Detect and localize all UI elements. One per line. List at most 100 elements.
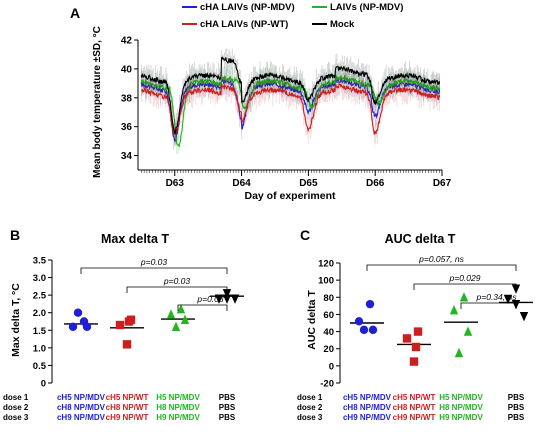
data-point xyxy=(449,304,459,315)
x-tick-label: D66 xyxy=(366,178,385,189)
y-tick-label: 120 xyxy=(318,259,334,270)
x-tick-label: D67 xyxy=(433,178,452,189)
legend-label: Mock xyxy=(330,19,355,30)
panel-a-letter: A xyxy=(70,5,80,21)
panel-a-series xyxy=(140,47,441,155)
data-point xyxy=(368,325,378,335)
dose-row-entry: cH9 NP/MDV xyxy=(343,413,392,422)
y-tick-label: 3.5 xyxy=(33,256,47,267)
panel-c-y-axis-label: AUC delta T xyxy=(306,290,318,350)
panel-c-title: AUC delta T xyxy=(385,232,456,246)
y-tick-label: 0 xyxy=(41,379,46,390)
data-point xyxy=(222,289,232,299)
dose-row-label: dose 3 xyxy=(297,413,323,422)
series-line-green xyxy=(140,73,441,148)
y-tick-label: 1.5 xyxy=(33,326,47,337)
panel-a-axes: 34 36 38 40 42 D63 D64 D65 D66 D67 xyxy=(121,36,452,190)
y-tick-label: 2.0 xyxy=(33,308,46,319)
significance-bracket xyxy=(80,267,228,274)
data-point xyxy=(115,320,125,330)
data-point xyxy=(354,317,364,326)
data-point xyxy=(411,342,421,352)
data-point xyxy=(171,321,181,331)
y-tick-label: 34 xyxy=(121,151,133,162)
data-point xyxy=(459,292,469,302)
dose-row-entry: cH5 NP/MDV xyxy=(57,393,106,402)
dose-row-label: dose 1 xyxy=(297,393,323,402)
y-tick-label: 40 xyxy=(323,327,334,338)
panel-c-letter: C xyxy=(300,227,310,243)
legend-label: LAIVs (NP-MDV) xyxy=(330,2,403,13)
y-tick-label: 36 xyxy=(121,122,133,133)
dose-row-entry: cH5 NP/WT xyxy=(106,393,149,402)
data-point xyxy=(409,357,419,366)
dose-row-entry: cH8 NP/MDV xyxy=(343,403,392,412)
y-tick-label: 40 xyxy=(121,64,133,75)
data-point xyxy=(214,294,224,304)
dose-row-entry: PBS xyxy=(508,413,525,422)
dose-row-entry: PBS xyxy=(219,393,236,402)
y-tick-label: 42 xyxy=(121,36,133,47)
significance-label: p=0.029 xyxy=(449,273,481,283)
dose-row-entry: cH5 NP/MDV xyxy=(343,393,392,402)
dose-row-entry: H5 NP/MDV xyxy=(156,393,200,402)
significance-label: p=0.34, ns xyxy=(476,292,518,302)
data-point xyxy=(73,308,83,317)
dose-row-entry: cH9 NP/WT xyxy=(393,413,436,422)
data-point xyxy=(365,299,375,309)
dose-row-entry: H5 NP/MDV xyxy=(439,393,483,402)
dose-row-entry: H9 NP/MDV xyxy=(156,413,200,422)
significance-bracket xyxy=(177,304,228,311)
y-tick-label: 20 xyxy=(323,344,334,355)
x-tick-label: D64 xyxy=(232,178,251,189)
series-line-black xyxy=(140,56,441,135)
dose-row-entry: cH9 NP/MDV xyxy=(57,413,106,422)
dose-row-entry: PBS xyxy=(508,393,525,402)
y-tick-label: -20 xyxy=(320,379,334,390)
dose-row-entry: cH8 NP/MDV xyxy=(57,403,106,412)
dose-row-entry: PBS xyxy=(219,403,236,412)
panel-b-title: Max delta T xyxy=(101,232,169,246)
dose-row-entry: PBS xyxy=(508,403,525,412)
data-point xyxy=(68,322,78,331)
dose-row-entry: H9 NP/MDV xyxy=(439,413,483,422)
panel-a-legend: cHA LAIVs (NP-MDV) LAIVs (NP-MDV) cHA LAIV… xyxy=(182,2,403,30)
y-tick-label: 60 xyxy=(323,310,334,321)
data-point xyxy=(222,294,232,304)
panel-b: B Max delta T 0 0.5 1.0 1.5 2.0 2.5 3.0 3.5 p=0.… xyxy=(3,227,244,422)
data-point xyxy=(359,325,369,335)
y-tick-label: 1.0 xyxy=(33,343,46,354)
y-tick-label: 0 xyxy=(329,361,334,372)
significance-bracket xyxy=(126,286,228,293)
data-point xyxy=(230,294,240,304)
data-point xyxy=(166,309,176,319)
panel-b-plot: 0 0.5 1.0 1.5 2.0 2.5 3.0 3.5 p=0.03 p=0.03 p=0.03… xyxy=(3,256,244,422)
data-point xyxy=(122,340,132,349)
panel-c: C AUC delta T -20 0 20 40 60 80 100 120 p=0.057,… xyxy=(297,227,533,422)
y-tick-label: 3.0 xyxy=(33,273,46,284)
significance-bracket xyxy=(366,264,517,271)
data-point xyxy=(454,347,464,358)
data-point xyxy=(176,304,186,314)
data-point xyxy=(180,314,190,324)
dose-row-entry: cH8 NP/WT xyxy=(106,403,149,412)
panel-a: A cHA LAIVs (NP-MDV) LAIVs (NP-MDV)cHA LA… xyxy=(70,2,452,202)
panel-b-y-axis-label: Max delta T, °C xyxy=(10,283,22,357)
dose-row-label: dose 3 xyxy=(3,413,29,422)
data-point xyxy=(463,326,473,336)
significance-label: p=0.03 xyxy=(140,257,168,267)
data-point xyxy=(124,317,134,326)
dose-row-entry: PBS xyxy=(219,413,236,422)
data-point xyxy=(413,327,423,336)
legend-label: cHA LAIVs (NP-MDV) xyxy=(200,2,295,13)
panel-c-plot: -20 0 20 40 60 80 100 120 p=0.057, ns p=0.029 p=0.… xyxy=(297,254,533,422)
y-tick-label: 2.5 xyxy=(33,291,47,302)
dose-row-entry: cH8 NP/WT xyxy=(393,403,436,412)
significance-label: p=0.057, ns xyxy=(418,254,464,264)
dose-row-label: dose 2 xyxy=(3,403,29,412)
y-tick-label: 100 xyxy=(318,276,334,287)
legend-label: cHA LAIVs (NP-WT) xyxy=(200,19,288,30)
dose-row-entry: H8 NP/MDV xyxy=(439,403,483,412)
data-point xyxy=(402,334,412,343)
